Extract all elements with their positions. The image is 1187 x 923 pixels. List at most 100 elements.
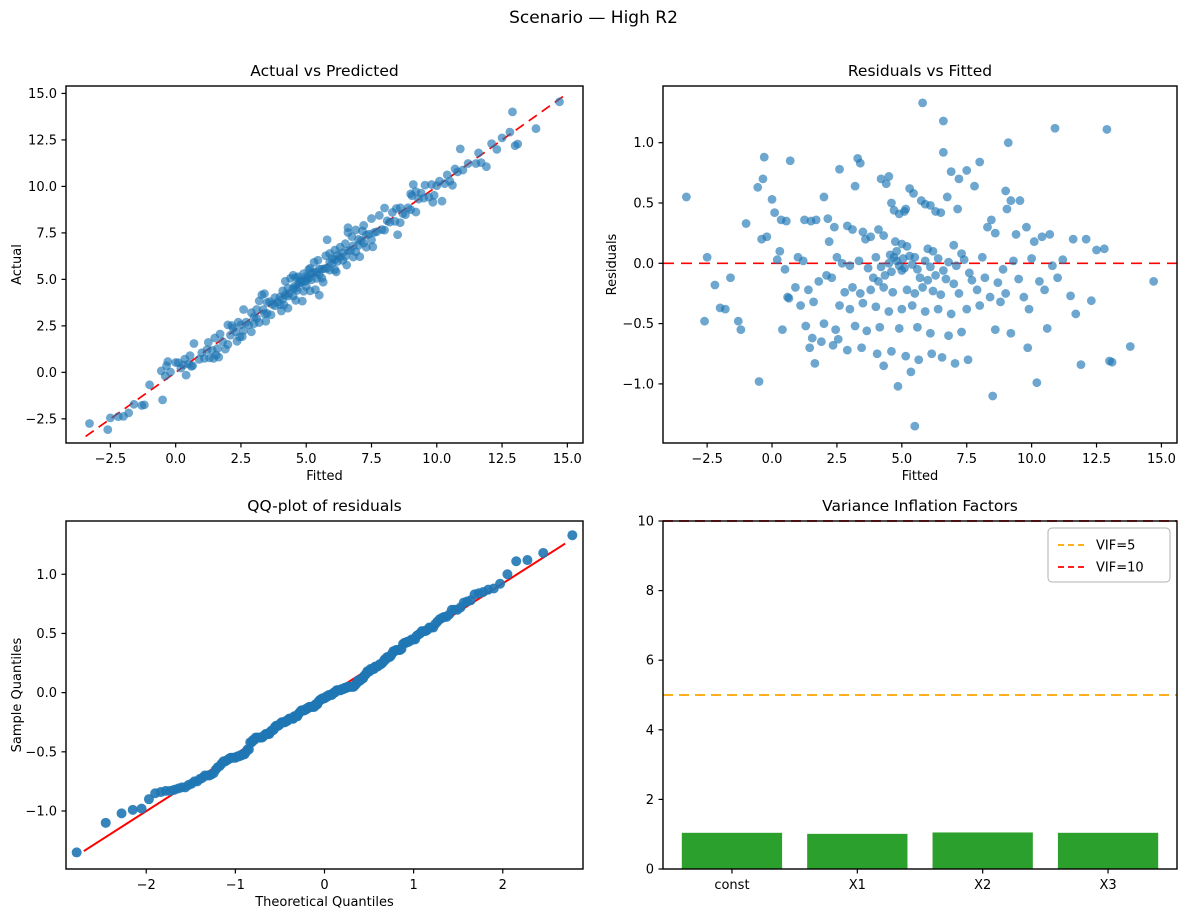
scatter-point bbox=[810, 358, 820, 368]
y-tick-label: −0.5 bbox=[25, 745, 57, 760]
scatter-point bbox=[188, 361, 198, 371]
scatter-point bbox=[1071, 309, 1081, 319]
scatter-point bbox=[906, 367, 916, 377]
ticks: −2.5 0.0 2.5 5.0 7.5 10.0 12.5 15.0 −1.0 −0.5 0.0 0… bbox=[622, 136, 1175, 467]
scatter-point bbox=[858, 298, 868, 308]
scatter-point bbox=[938, 116, 948, 126]
qq-point bbox=[495, 578, 506, 589]
scatter-point bbox=[909, 188, 918, 198]
scatter-point bbox=[775, 246, 785, 256]
y-tick-label: 10.0 bbox=[28, 180, 57, 195]
scatter-point bbox=[946, 309, 956, 319]
qq-point bbox=[567, 530, 578, 541]
scatter-point bbox=[881, 179, 891, 189]
scatter-point bbox=[937, 352, 947, 362]
scatter-point bbox=[964, 268, 974, 278]
scatter-point bbox=[428, 197, 438, 207]
y-tick-label: 10 bbox=[637, 515, 654, 530]
y-tick-label: 5.0 bbox=[36, 273, 57, 288]
scatter-point bbox=[1011, 229, 1021, 239]
scatter-point bbox=[842, 221, 852, 231]
scatter-point bbox=[840, 287, 850, 297]
actual_vs_predicted-title: Actual vs Predicted bbox=[250, 62, 398, 80]
qq-point bbox=[116, 808, 127, 819]
scatter-point bbox=[1040, 285, 1050, 295]
scatter-point bbox=[879, 361, 889, 371]
scatter-point bbox=[887, 267, 896, 277]
scatter-point bbox=[874, 276, 883, 286]
scatter-point bbox=[832, 252, 842, 262]
scatter-point bbox=[801, 321, 811, 331]
scatter-point bbox=[313, 255, 323, 265]
scatter-point bbox=[166, 367, 175, 377]
scatter-point bbox=[497, 133, 507, 143]
scatter-point bbox=[726, 273, 735, 283]
scatter-point bbox=[872, 349, 882, 359]
x-tick-label: 12.5 bbox=[488, 452, 517, 467]
scatter-point bbox=[845, 304, 855, 314]
scatter-point bbox=[492, 145, 502, 154]
figure-suptitle: Scenario — High R2 bbox=[509, 8, 678, 28]
scatter-point bbox=[824, 237, 834, 246]
scatter-point bbox=[798, 256, 808, 266]
actual_vs_predicted-xlabel: Fitted bbox=[306, 469, 343, 484]
scatter-point bbox=[879, 283, 889, 292]
scatter-point bbox=[1009, 256, 1018, 266]
scatter-point bbox=[1019, 292, 1029, 302]
scatter-point bbox=[990, 325, 1000, 335]
scatter-point bbox=[342, 260, 352, 270]
scatter-point bbox=[949, 240, 959, 250]
scatter-point bbox=[850, 321, 860, 331]
scatter-point bbox=[988, 391, 998, 401]
scatter-point bbox=[1125, 342, 1135, 351]
scatter-point bbox=[1003, 138, 1013, 148]
scatter-point bbox=[805, 343, 815, 353]
scatter-point bbox=[954, 289, 964, 298]
scatter-point bbox=[348, 252, 358, 262]
x-tick-label: 2.5 bbox=[827, 452, 848, 467]
scatter-point bbox=[986, 215, 996, 225]
scatter-point bbox=[408, 180, 418, 189]
scatter-point bbox=[796, 301, 805, 310]
scatter-point bbox=[261, 316, 271, 326]
scatter-point bbox=[203, 338, 213, 347]
qq-point bbox=[502, 569, 513, 580]
scatter-point bbox=[957, 327, 966, 337]
scatter-point bbox=[888, 287, 898, 297]
scatter-point bbox=[531, 124, 541, 133]
scatter-point bbox=[879, 231, 889, 240]
qq-point bbox=[538, 547, 549, 558]
scatter-point bbox=[975, 157, 985, 167]
vif-plot: const X1 X2 X3 0 2 4 6 8 10 Variance Inflation Fac… bbox=[637, 497, 1178, 894]
scatter-point bbox=[972, 285, 982, 295]
scatter-point bbox=[875, 322, 885, 332]
x-tick-label: 10.0 bbox=[422, 452, 451, 467]
scatter-point bbox=[900, 263, 909, 273]
scatter-point bbox=[455, 144, 465, 154]
scatter-point bbox=[866, 285, 876, 295]
scatter-point bbox=[874, 225, 883, 234]
x-tick-label: 7.5 bbox=[956, 452, 977, 467]
scatter-point bbox=[85, 419, 94, 428]
scatter-point bbox=[1029, 237, 1039, 246]
x-tick-label: −1 bbox=[226, 878, 245, 893]
qq_plot-xlabel: Theoretical Quantiles bbox=[254, 895, 394, 910]
scatter-point bbox=[741, 219, 751, 228]
scatter-point bbox=[959, 255, 969, 265]
qq-point bbox=[143, 794, 154, 805]
scatter-point bbox=[1027, 254, 1037, 263]
scatter-point bbox=[894, 209, 904, 219]
scatter-point bbox=[736, 325, 746, 335]
ticks: const X1 X2 X3 0 2 4 6 8 10 bbox=[637, 515, 1116, 894]
qq-point bbox=[522, 555, 533, 566]
qq-points bbox=[71, 530, 578, 858]
vif-bar-X2 bbox=[932, 832, 1033, 869]
scatter-point bbox=[884, 172, 894, 181]
scatter-point bbox=[310, 285, 320, 295]
scatter-point bbox=[129, 399, 139, 409]
scatter-point bbox=[933, 304, 943, 314]
scatter-point bbox=[837, 258, 847, 268]
scatter-point bbox=[368, 242, 378, 252]
scatter-point bbox=[855, 158, 865, 168]
scatter-point bbox=[946, 167, 956, 177]
